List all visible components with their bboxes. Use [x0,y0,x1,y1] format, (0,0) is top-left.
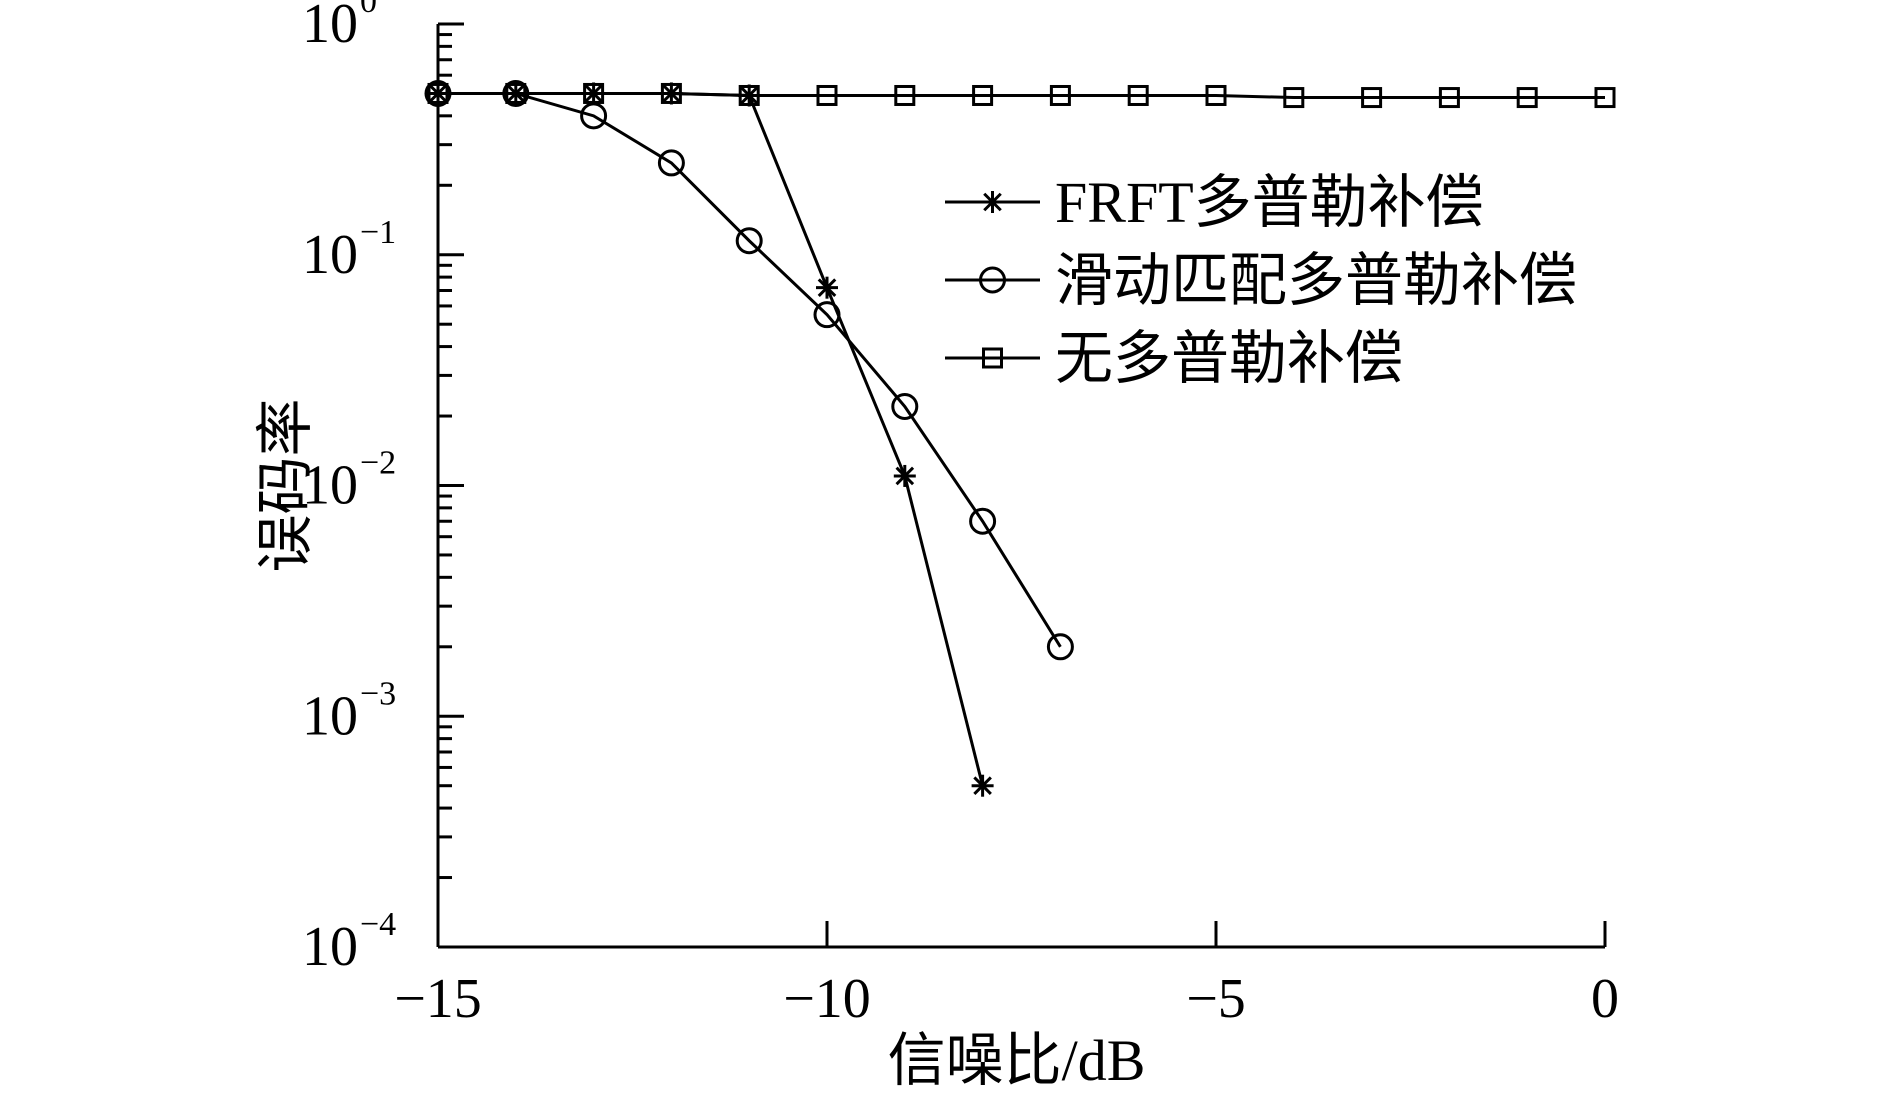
legend-item: 滑动匹配多普勒补偿 [945,248,1577,313]
data-point [969,507,997,535]
data-point [1127,84,1149,106]
data-point [894,84,916,106]
x-tick-label: −15 [394,968,482,1030]
asterisk-stroke [895,466,915,486]
data-point [583,82,605,104]
series-3 [427,82,1616,109]
x-axis-title: 信噪比/dB [888,1028,1146,1088]
data-point [1361,87,1383,109]
asterisk-stroke [973,776,992,796]
data-point [813,301,841,329]
y-tick-label: 10 [302,685,358,747]
data-point [660,82,682,104]
y-tick-label: 10 [302,455,358,517]
y-tick-exponent: −4 [360,906,396,943]
asterisk-stroke [817,278,837,297]
data-point [972,84,994,106]
data-point [1516,87,1538,109]
asterisk-stroke [983,192,1002,212]
y-tick-exponent: −3 [360,675,396,712]
y-tick-exponent: 0 [360,0,377,20]
legend-label: 无多普勒补偿 [1055,326,1403,391]
x-tick-label: −5 [1186,968,1246,1030]
y-axis-title: 误码率 [253,398,318,572]
legend-item: FRFT多普勒补偿 [945,170,1484,235]
legend-marker [979,266,1006,294]
data-point [738,84,760,106]
data-point [816,84,838,106]
data-point [1046,633,1074,661]
data-point [1438,87,1460,109]
legend-marker [981,191,1004,213]
data-point [427,82,449,104]
legend-label: FRFT多普勒补偿 [1055,170,1484,235]
legend-item: 无多普勒补偿 [945,326,1403,391]
legend-marker [982,347,1003,369]
x-tick-label: 0 [1591,968,1619,1030]
data-point [657,149,685,177]
y-tick-exponent: −1 [360,214,396,251]
series-1 [427,82,994,797]
series-2 [424,79,1074,661]
data-point [1594,87,1616,109]
data-point [735,227,763,255]
data-point [971,774,994,797]
data-point [891,392,919,420]
x-tick-label: −10 [783,968,871,1030]
y-tick-label: 10 [302,916,358,978]
data-point [1049,84,1071,106]
series-line [438,91,1062,648]
data-point [1283,87,1305,109]
y-tick-label: 10 [302,0,358,55]
data-point [1205,84,1227,106]
legend-label: 滑动匹配多普勒补偿 [1055,248,1577,313]
series-line [438,91,1605,100]
y-tick-exponent: −2 [360,445,396,482]
data-point [505,82,527,104]
series-line [438,91,985,787]
y-tick-label: 10 [302,224,358,286]
data-point [816,276,838,299]
data-point [893,464,916,487]
